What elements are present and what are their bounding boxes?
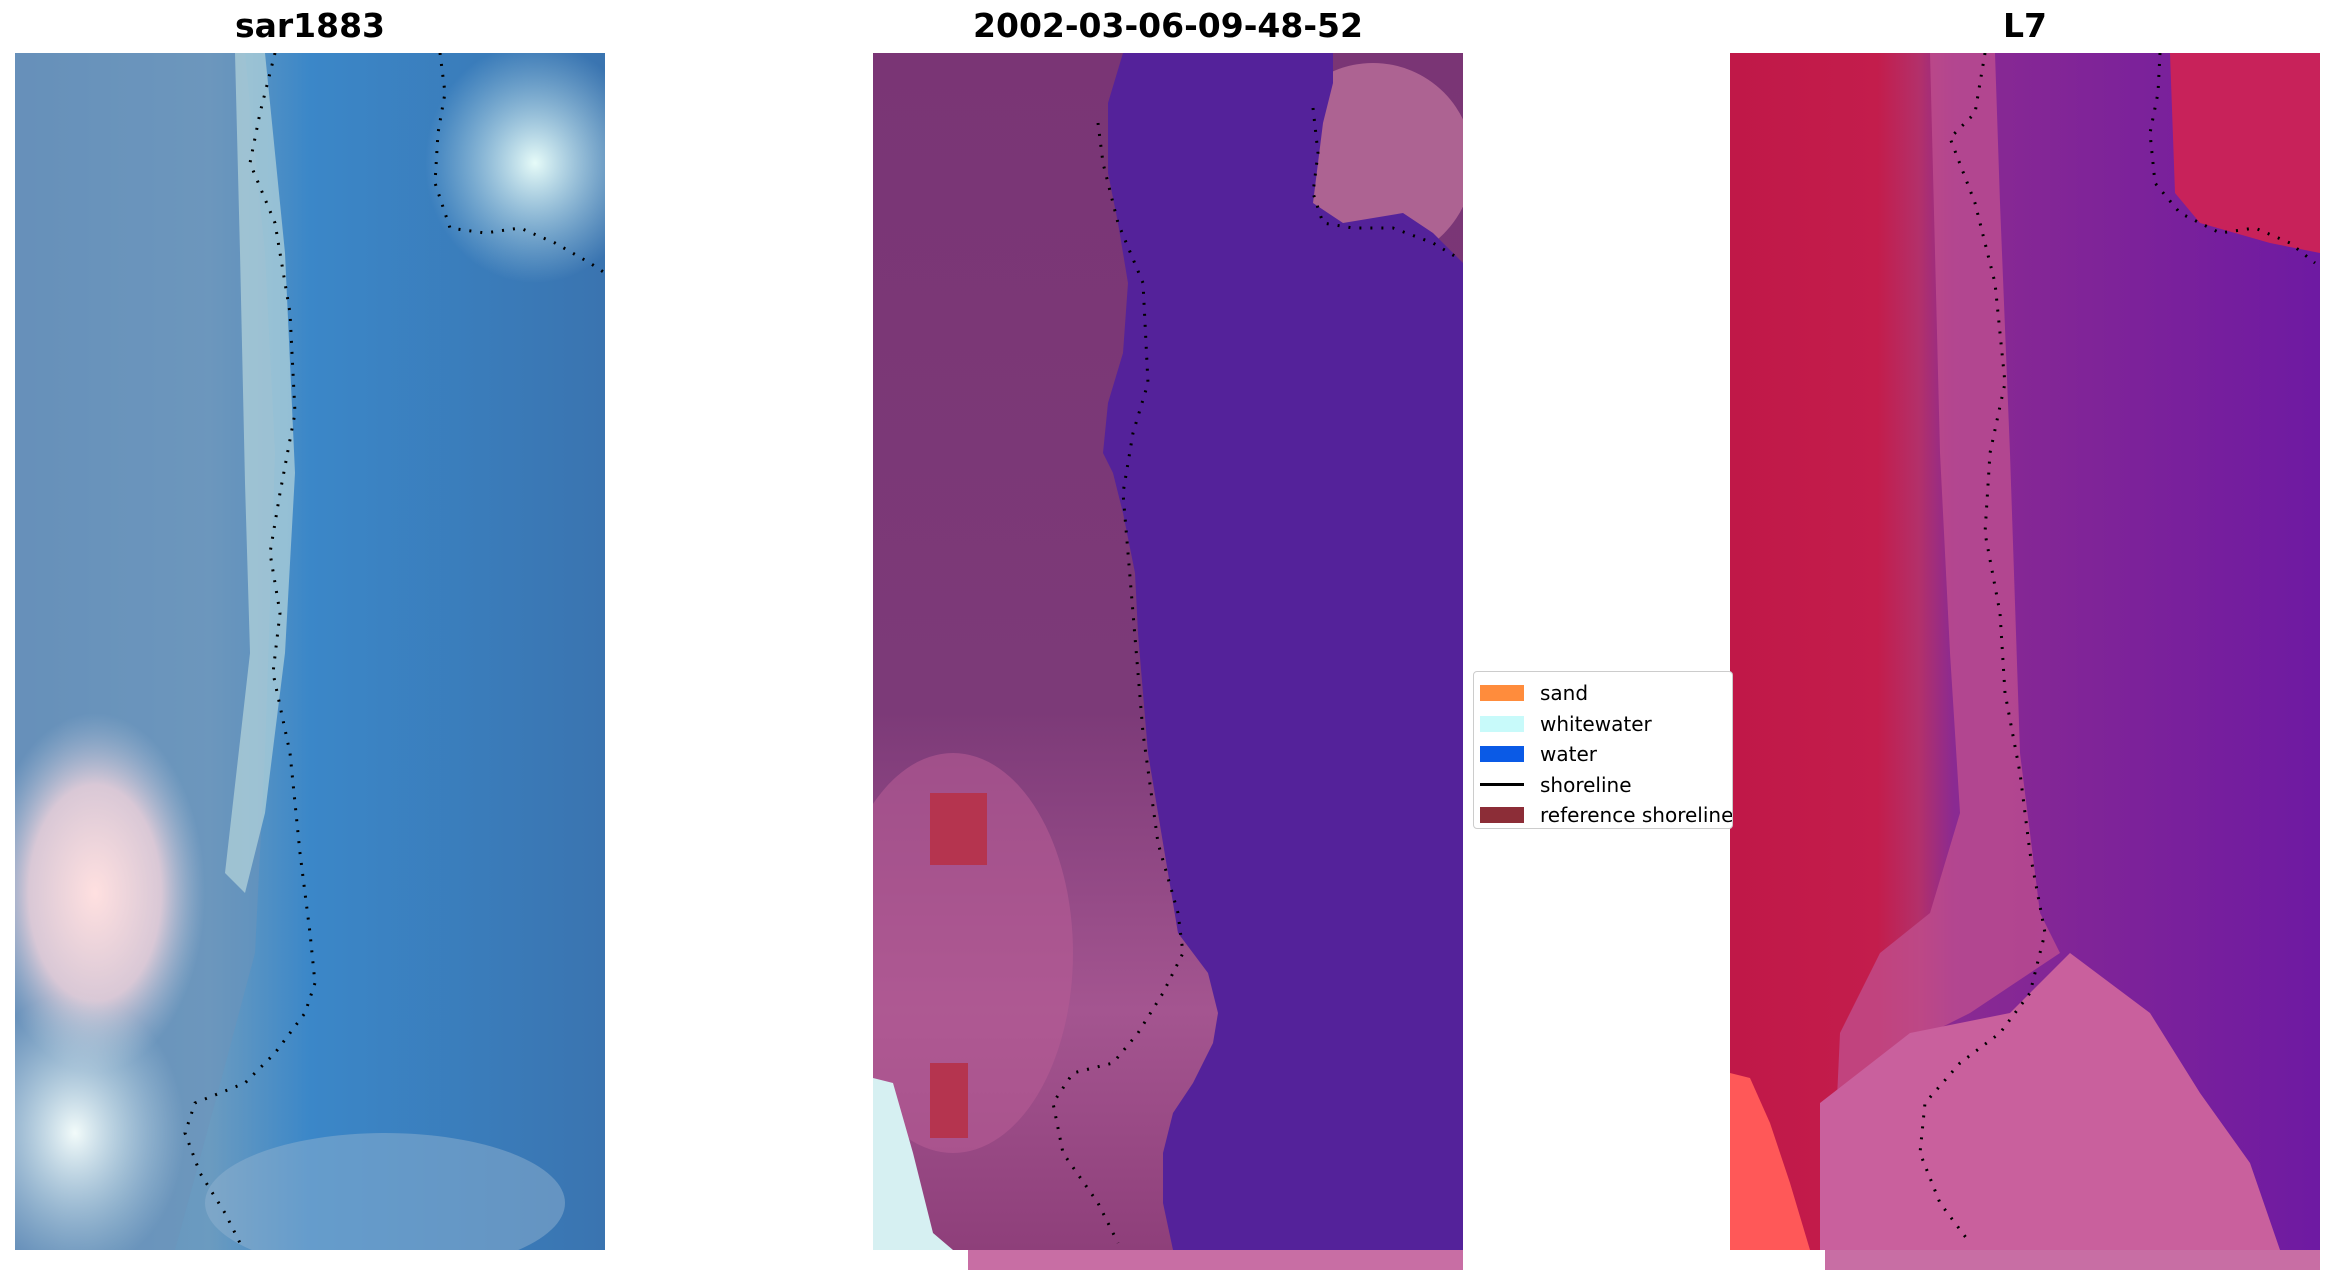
panel-title-date: 2002-03-06-09-48-52 [973,6,1363,45]
satellite-image-panel [1730,53,2320,1270]
legend-swatch-whitewater [1480,715,1524,732]
classified-image-panel [873,53,1463,1270]
shoreline-dots-2b [1311,107,1459,260]
legend-swatch-water [1480,746,1524,763]
legend: sand whitewater water shoreline referenc… [1473,671,1733,829]
rgb-image [15,53,605,1250]
satellite-image [1730,53,2320,1270]
legend-swatch-reference-shoreline [1480,807,1524,824]
panel-title-satellite: L7 [2003,6,2047,45]
legend-line-shoreline [1480,783,1524,787]
legend-item-water: water [1480,739,1732,770]
panel-title-rgb: sar1883 [234,6,386,45]
legend-item-reference-shoreline: reference shoreline [1480,800,1733,828]
legend-label-reference-shoreline: reference shoreline [1540,803,1733,828]
legend-label-whitewater: whitewater [1540,711,1652,736]
shoreline-dots-3 [1918,53,2047,1244]
legend-item-sand: sand [1480,678,1732,709]
rgb-image-panel [15,53,605,1250]
legend-item-shoreline: shoreline [1480,770,1732,801]
legend-label-sand: sand [1540,681,1589,706]
legend-label-shoreline: shoreline [1540,772,1632,797]
legend-item-whitewater: whitewater [1480,709,1732,740]
shoreline-dots-3b [2148,53,2316,265]
classified-image [873,53,1463,1270]
legend-swatch-sand [1480,685,1524,702]
legend-label-water: water [1540,742,1597,767]
